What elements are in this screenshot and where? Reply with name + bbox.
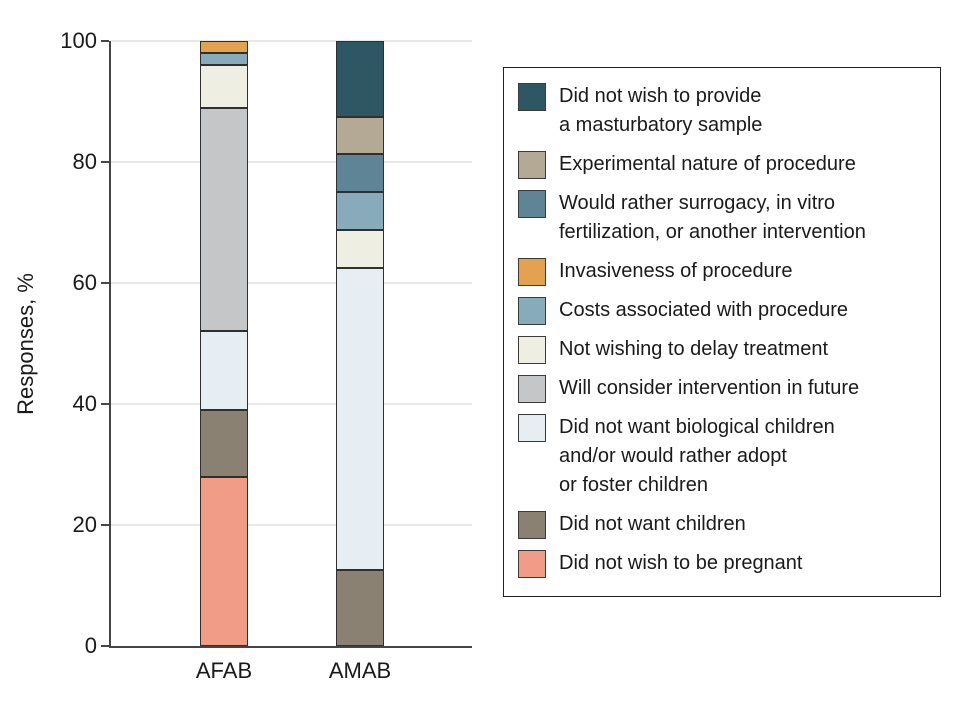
bar-segment xyxy=(200,53,248,66)
legend-label: Will consider intervention in future xyxy=(559,377,860,399)
legend-swatch xyxy=(518,375,546,403)
y-tick-mark xyxy=(101,403,109,405)
gridline xyxy=(111,40,472,42)
legend-swatch xyxy=(518,336,546,364)
bar-segment xyxy=(336,570,384,646)
y-tick-label: 60 xyxy=(72,270,97,295)
legend-item: Did not wish to be pregnant xyxy=(518,549,926,578)
bar-segment xyxy=(336,192,384,231)
bar-segment xyxy=(200,476,248,646)
legend-item: Invasiveness of procedure xyxy=(518,257,926,286)
legend-item: Not wishing to delay treatment xyxy=(518,335,926,364)
legend-label: Invasiveness of procedure xyxy=(559,260,793,282)
legend-item: Will consider intervention in future xyxy=(518,374,926,403)
bar-amab xyxy=(336,41,384,646)
x-tick-label-amab: AMAB xyxy=(328,658,392,683)
legend-label: Not wishing to delay treatment xyxy=(559,338,829,360)
x-tick-label-afab: AFAB xyxy=(195,658,253,683)
legend-item: Did not wish to provide a masturbatory s… xyxy=(518,82,926,140)
legend-label: Would rather surrogacy, in vitro fertili… xyxy=(559,192,866,243)
bar-segment xyxy=(336,116,384,155)
x-axis-line xyxy=(109,646,472,648)
legend-label: Did not want biological children and/or … xyxy=(559,416,835,496)
gridline xyxy=(111,282,472,284)
legend-item: Experimental nature of procedure xyxy=(518,150,926,179)
legend-label: Did not wish to be pregnant xyxy=(559,552,803,574)
gridline xyxy=(111,161,472,163)
legend-label: Experimental nature of procedure xyxy=(559,153,856,175)
legend-swatch xyxy=(518,511,546,539)
legend-label: Did not want children xyxy=(559,513,746,535)
bar-segment xyxy=(336,230,384,268)
bar-segment xyxy=(336,267,384,571)
legend-swatch xyxy=(518,550,546,578)
gridline xyxy=(111,403,472,405)
legend-item: Would rather surrogacy, in vitro fertili… xyxy=(518,189,926,247)
y-tick-mark xyxy=(101,524,109,526)
legend-item: Did not want biological children and/or … xyxy=(518,413,926,500)
bar-segment xyxy=(200,107,248,332)
legend: Did not wish to provide a masturbatory s… xyxy=(503,67,941,597)
y-axis-line xyxy=(109,41,111,648)
y-tick-mark xyxy=(101,282,109,284)
bar-segment xyxy=(200,41,248,54)
legend-swatch xyxy=(518,83,546,111)
legend-label: Did not wish to provide a masturbatory s… xyxy=(559,85,763,136)
y-tick-label: 20 xyxy=(72,512,97,537)
bar-segment xyxy=(200,65,248,108)
y-tick-label: 100 xyxy=(60,28,97,53)
bar-segment xyxy=(200,410,248,477)
gridline xyxy=(111,524,472,526)
legend-swatch xyxy=(518,151,546,179)
legend-label: Costs associated with procedure xyxy=(559,299,849,321)
y-tick-label: 0 xyxy=(84,633,97,658)
bar-segment xyxy=(336,154,384,193)
y-tick-label: 40 xyxy=(72,391,97,416)
legend-swatch xyxy=(518,258,546,286)
y-tick-label: 80 xyxy=(72,149,97,174)
bar-segment xyxy=(200,331,248,411)
y-tick-mark xyxy=(101,161,109,163)
y-axis-title: Responses, % xyxy=(13,273,38,415)
legend-item: Costs associated with procedure xyxy=(518,296,926,325)
legend-swatch xyxy=(518,190,546,218)
legend-item: Did not want children xyxy=(518,510,926,539)
bar-segment xyxy=(336,41,384,117)
y-tick-mark xyxy=(101,645,109,647)
plot-area xyxy=(111,40,472,646)
legend-swatch xyxy=(518,297,546,325)
y-tick-mark xyxy=(101,40,109,42)
legend-swatch xyxy=(518,414,546,442)
bar-afab xyxy=(200,41,248,646)
